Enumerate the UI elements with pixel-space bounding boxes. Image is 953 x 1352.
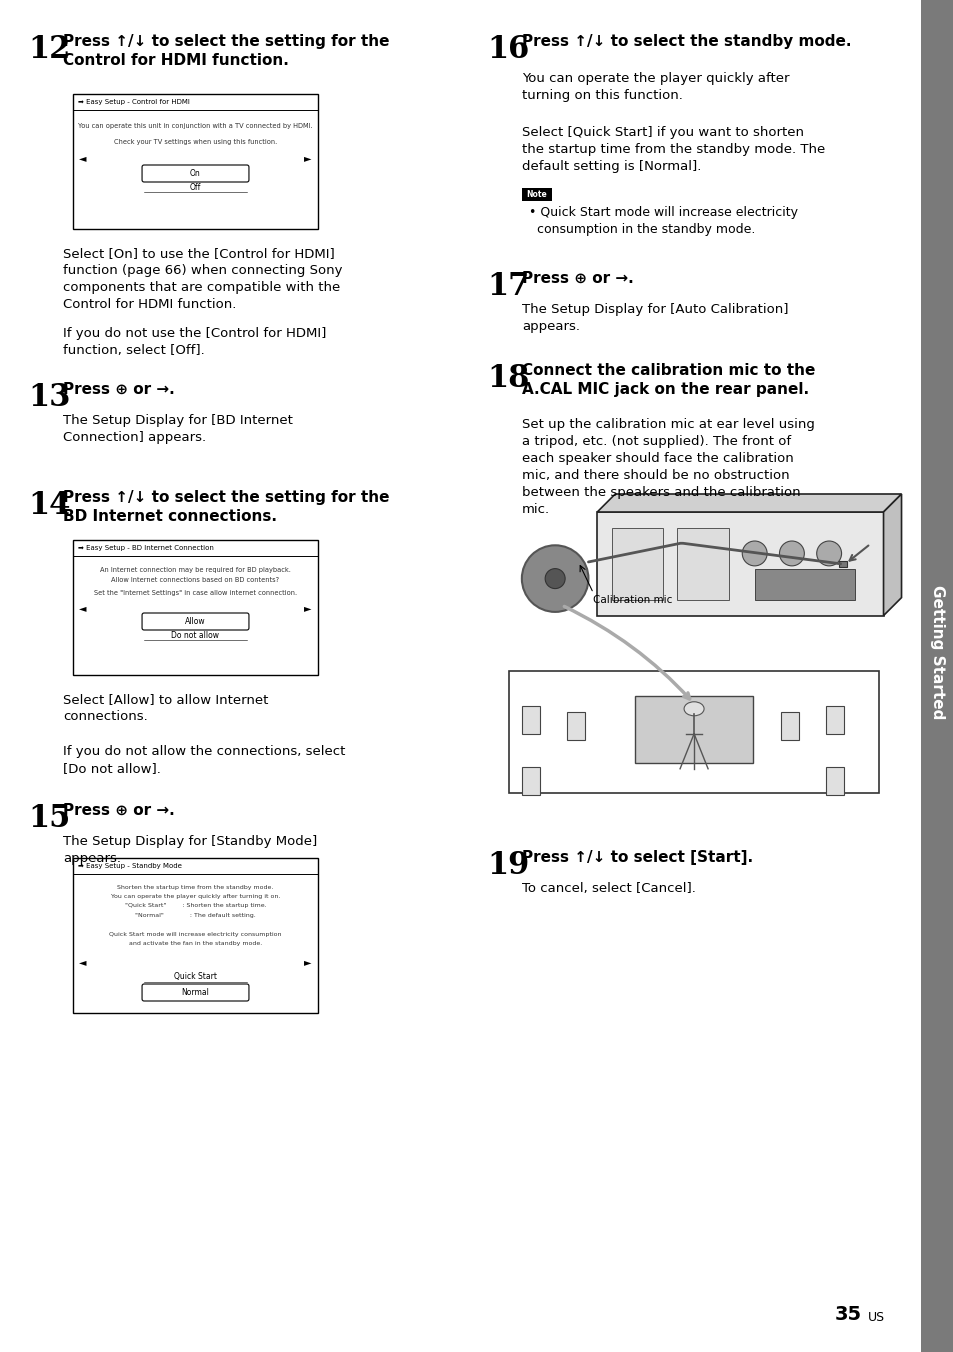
Text: To cancel, select [Cancel].: To cancel, select [Cancel]. bbox=[521, 882, 695, 895]
Text: On: On bbox=[190, 169, 201, 178]
Text: Press ↑/↓ to select the setting for the
Control for HDMI function.: Press ↑/↓ to select the setting for the … bbox=[63, 34, 389, 68]
Circle shape bbox=[816, 541, 841, 566]
Text: Shorten the startup time from the standby mode.: Shorten the startup time from the standb… bbox=[117, 884, 274, 890]
Bar bbox=[73, 539, 317, 675]
Bar bbox=[521, 188, 552, 201]
Text: 16: 16 bbox=[486, 34, 529, 65]
Text: You can operate the player quickly after turning it on.: You can operate the player quickly after… bbox=[111, 894, 280, 899]
Text: Press ⊕ or →.: Press ⊕ or →. bbox=[63, 383, 174, 397]
Text: 14: 14 bbox=[28, 489, 71, 521]
Bar bbox=[521, 767, 539, 795]
Text: ◄: ◄ bbox=[79, 957, 87, 967]
Text: Connect the calibration mic to the
A.CAL MIC jack on the rear panel.: Connect the calibration mic to the A.CAL… bbox=[521, 362, 815, 397]
Text: 15: 15 bbox=[28, 803, 71, 834]
Circle shape bbox=[544, 569, 564, 588]
Text: Calibration mic: Calibration mic bbox=[593, 595, 672, 606]
Polygon shape bbox=[597, 493, 901, 512]
Text: Normal: Normal bbox=[181, 988, 210, 996]
Text: • Quick Start mode will increase electricity
  consumption in the standby mode.: • Quick Start mode will increase electri… bbox=[529, 206, 797, 237]
Polygon shape bbox=[882, 493, 901, 615]
Text: ◄: ◄ bbox=[79, 603, 87, 612]
Bar bbox=[838, 561, 845, 566]
Text: 35: 35 bbox=[834, 1305, 862, 1324]
Text: ►: ► bbox=[304, 153, 312, 164]
Text: ►: ► bbox=[304, 957, 312, 967]
Text: 18: 18 bbox=[486, 362, 529, 393]
Text: Press ↑/↓ to select the setting for the
BD Internet connections.: Press ↑/↓ to select the setting for the … bbox=[63, 489, 389, 525]
Text: 19: 19 bbox=[486, 850, 529, 882]
Text: Set the "Internet Settings" in case allow internet connection.: Set the "Internet Settings" in case allo… bbox=[93, 589, 296, 596]
Bar bbox=[677, 527, 728, 600]
FancyBboxPatch shape bbox=[142, 165, 249, 183]
Bar bbox=[73, 95, 317, 228]
Bar bbox=[781, 713, 799, 740]
Circle shape bbox=[741, 541, 766, 566]
Text: Do not allow: Do not allow bbox=[172, 630, 219, 639]
Bar bbox=[566, 713, 584, 740]
Text: 12: 12 bbox=[28, 34, 71, 65]
Text: Set up the calibration mic at ear level using
a tripod, etc. (not supplied). The: Set up the calibration mic at ear level … bbox=[521, 418, 814, 516]
Text: If you do not allow the connections, select
[Do not allow].: If you do not allow the connections, sel… bbox=[63, 745, 345, 775]
FancyBboxPatch shape bbox=[142, 612, 249, 630]
Circle shape bbox=[521, 545, 588, 612]
Text: The Setup Display for [Auto Calibration]
appears.: The Setup Display for [Auto Calibration]… bbox=[521, 303, 788, 333]
Bar bbox=[508, 671, 879, 794]
Text: ►: ► bbox=[304, 603, 312, 612]
Text: An Internet connection may be required for BD playback.: An Internet connection may be required f… bbox=[100, 566, 291, 573]
Text: Check your TV settings when using this function.: Check your TV settings when using this f… bbox=[113, 139, 276, 145]
Text: Getting Started: Getting Started bbox=[929, 585, 944, 719]
Text: Select [Quick Start] if you want to shorten
the startup time from the standby mo: Select [Quick Start] if you want to shor… bbox=[521, 126, 824, 173]
Bar bbox=[754, 569, 854, 600]
Text: ◄: ◄ bbox=[79, 153, 87, 164]
Text: If you do not use the [Control for HDMI]
function, select [Off].: If you do not use the [Control for HDMI]… bbox=[63, 327, 326, 357]
Text: Off: Off bbox=[190, 183, 201, 192]
Text: Press ↑/↓ to select [Start].: Press ↑/↓ to select [Start]. bbox=[521, 850, 752, 865]
Text: Note: Note bbox=[526, 191, 547, 199]
Text: Select [Allow] to allow Internet
connections.: Select [Allow] to allow Internet connect… bbox=[63, 694, 268, 723]
Text: 17: 17 bbox=[486, 270, 529, 301]
Text: You can operate this unit in conjunction with a TV connected by HDMI.: You can operate this unit in conjunction… bbox=[78, 123, 313, 128]
Bar bbox=[73, 859, 317, 1013]
Text: Quick Start mode will increase electricity consumption: Quick Start mode will increase electrici… bbox=[110, 932, 281, 937]
Text: ➡ Easy Setup - Standby Mode: ➡ Easy Setup - Standby Mode bbox=[78, 863, 182, 869]
Text: You can operate the player quickly after
turning on this function.: You can operate the player quickly after… bbox=[521, 72, 789, 101]
Text: Allow Internet connections based on BD contents?: Allow Internet connections based on BD c… bbox=[112, 577, 279, 583]
Bar bbox=[920, 0, 953, 1352]
Text: Press ⊕ or →.: Press ⊕ or →. bbox=[63, 803, 174, 818]
Text: and activate the fan in the standby mode.: and activate the fan in the standby mode… bbox=[129, 941, 262, 946]
Text: "Quick Start"        : Shorten the startup time.: "Quick Start" : Shorten the startup time… bbox=[125, 903, 266, 909]
Text: Press ↑/↓ to select the standby mode.: Press ↑/↓ to select the standby mode. bbox=[521, 34, 851, 49]
Text: "Normal"             : The default setting.: "Normal" : The default setting. bbox=[135, 913, 255, 918]
Text: Quick Start: Quick Start bbox=[173, 972, 216, 982]
Text: Press ⊕ or →.: Press ⊕ or →. bbox=[521, 270, 633, 287]
FancyBboxPatch shape bbox=[142, 984, 249, 1000]
Ellipse shape bbox=[683, 702, 703, 715]
Text: The Setup Display for [Standby Mode]
appears.: The Setup Display for [Standby Mode] app… bbox=[63, 836, 317, 865]
Text: The Setup Display for [BD Internet
Connection] appears.: The Setup Display for [BD Internet Conne… bbox=[63, 414, 293, 443]
Bar bbox=[597, 512, 882, 615]
Text: Allow: Allow bbox=[185, 617, 206, 626]
Text: ➡ Easy Setup - Control for HDMI: ➡ Easy Setup - Control for HDMI bbox=[78, 99, 190, 105]
Bar bbox=[611, 527, 662, 600]
Bar bbox=[521, 706, 539, 734]
Text: 13: 13 bbox=[28, 383, 71, 412]
Bar bbox=[634, 695, 753, 763]
Circle shape bbox=[779, 541, 803, 566]
Text: Select [On] to use the [Control for HDMI]
function (page 66) when connecting Son: Select [On] to use the [Control for HDMI… bbox=[63, 247, 342, 311]
Text: US: US bbox=[867, 1311, 884, 1324]
Text: ➡ Easy Setup - BD Internet Connection: ➡ Easy Setup - BD Internet Connection bbox=[78, 545, 213, 552]
Bar bbox=[825, 706, 843, 734]
Bar bbox=[825, 767, 843, 795]
